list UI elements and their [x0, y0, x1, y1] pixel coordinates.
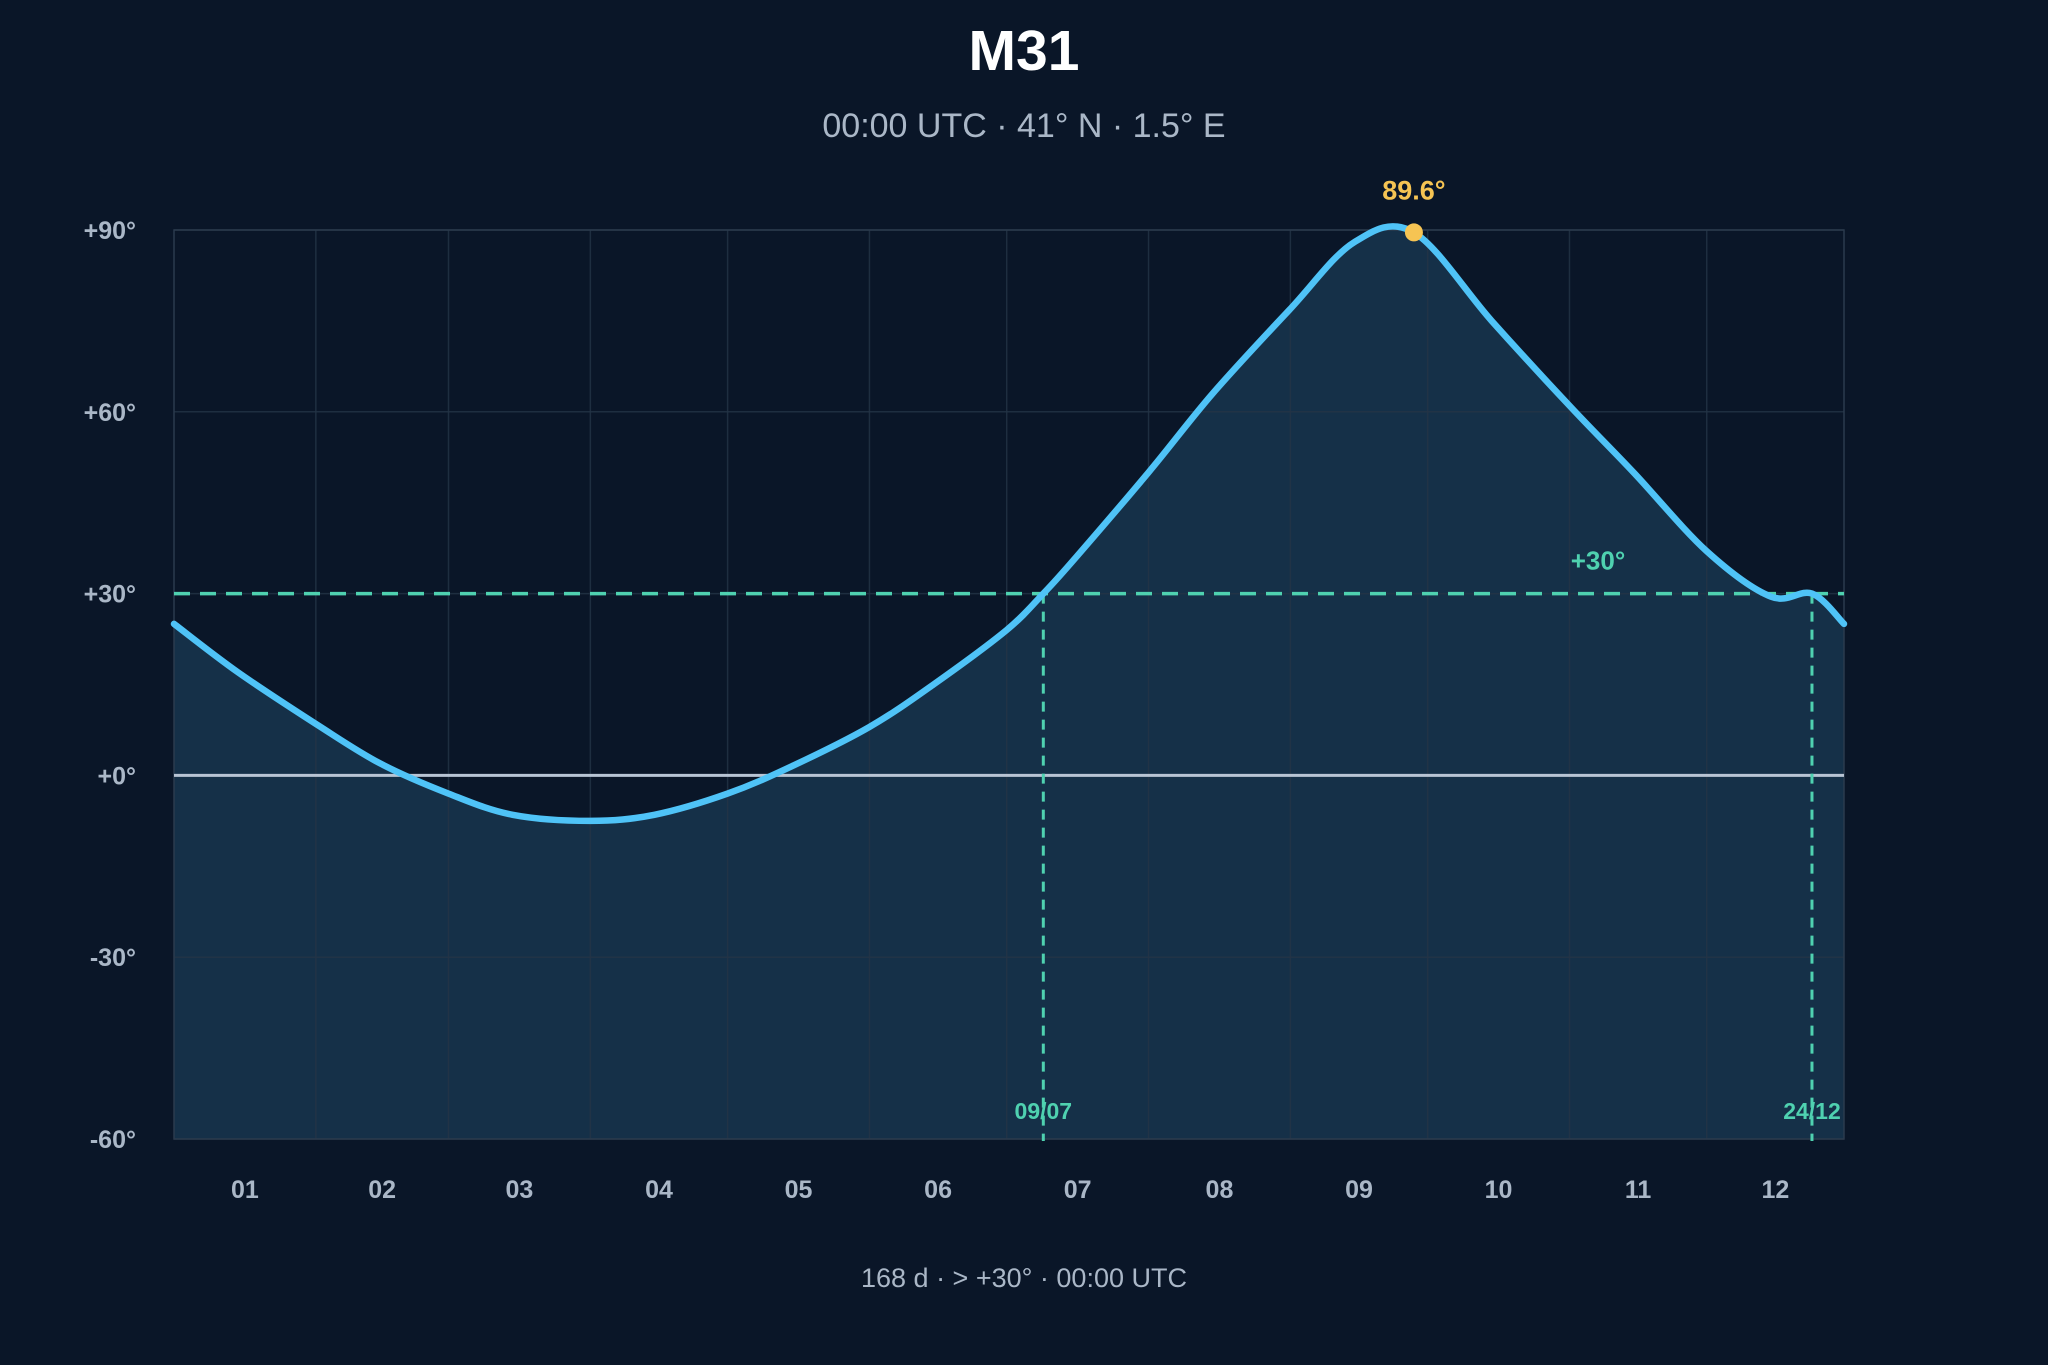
- x-tick-label: 01: [231, 1176, 259, 1204]
- x-tick-label: 12: [1761, 1176, 1789, 1204]
- x-tick-label: 05: [785, 1176, 813, 1204]
- x-tick-label: 08: [1206, 1176, 1234, 1204]
- y-tick-label: -30°: [90, 944, 136, 972]
- x-tick-label: 07: [1064, 1176, 1092, 1204]
- altitude-curve: [170, 223, 1848, 825]
- x-tick-label: 03: [506, 1176, 534, 1204]
- x-tick-label: 09: [1345, 1176, 1373, 1204]
- x-tick-label: 04: [645, 1176, 673, 1204]
- crossing-label: 24/12: [1783, 1098, 1841, 1124]
- altitude-area-fill: [174, 226, 1844, 1139]
- peak-label: 89.6°: [1382, 175, 1445, 205]
- threshold-label: +30°: [1571, 546, 1626, 576]
- y-tick-label: -60°: [90, 1126, 136, 1154]
- crossing-label: 09/07: [1015, 1098, 1073, 1124]
- plot-frame: [173, 229, 1845, 1140]
- chart-title: M31: [968, 19, 1080, 83]
- x-tick-label: 06: [924, 1176, 952, 1204]
- y-tick-label: +0°: [97, 762, 136, 790]
- x-tick-label: 10: [1485, 1176, 1513, 1204]
- y-tick-label: +60°: [84, 399, 136, 427]
- chart-footer: 168 d · > +30° · 00:00 UTC: [861, 1263, 1187, 1293]
- y-tick-label: +90°: [84, 217, 136, 245]
- x-tick-label: 11: [1625, 1176, 1652, 1204]
- x-tick-label: 02: [368, 1176, 396, 1204]
- y-tick-label: +30°: [84, 581, 136, 609]
- peak-point: [1404, 223, 1423, 242]
- chart-subtitle: 00:00 UTC · 41° N · 1.5° E: [822, 107, 1226, 145]
